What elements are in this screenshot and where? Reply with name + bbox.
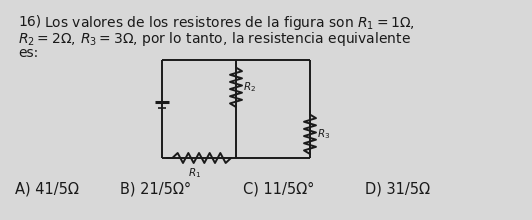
Text: B) 21/5Ω°: B) 21/5Ω° [120,181,191,196]
Text: es:: es: [18,46,38,60]
Text: $R_1$: $R_1$ [188,166,202,180]
Text: $R_3$: $R_3$ [317,128,330,141]
Text: C) 11/5Ω°: C) 11/5Ω° [243,181,314,196]
Text: $R_2$: $R_2$ [243,81,256,94]
Text: D) 31/5Ω: D) 31/5Ω [365,181,430,196]
Text: 16): 16) [18,14,41,28]
Text: $R_2 = 2\Omega,\, R_3 = 3\Omega$, por lo tanto, la resistencia equivalente: $R_2 = 2\Omega,\, R_3 = 3\Omega$, por lo… [18,30,411,48]
Text: A) 41/5Ω: A) 41/5Ω [15,181,79,196]
Text: Los valores de los resistores de la figura son $R_1 = 1\Omega,$: Los valores de los resistores de la figu… [44,14,415,32]
